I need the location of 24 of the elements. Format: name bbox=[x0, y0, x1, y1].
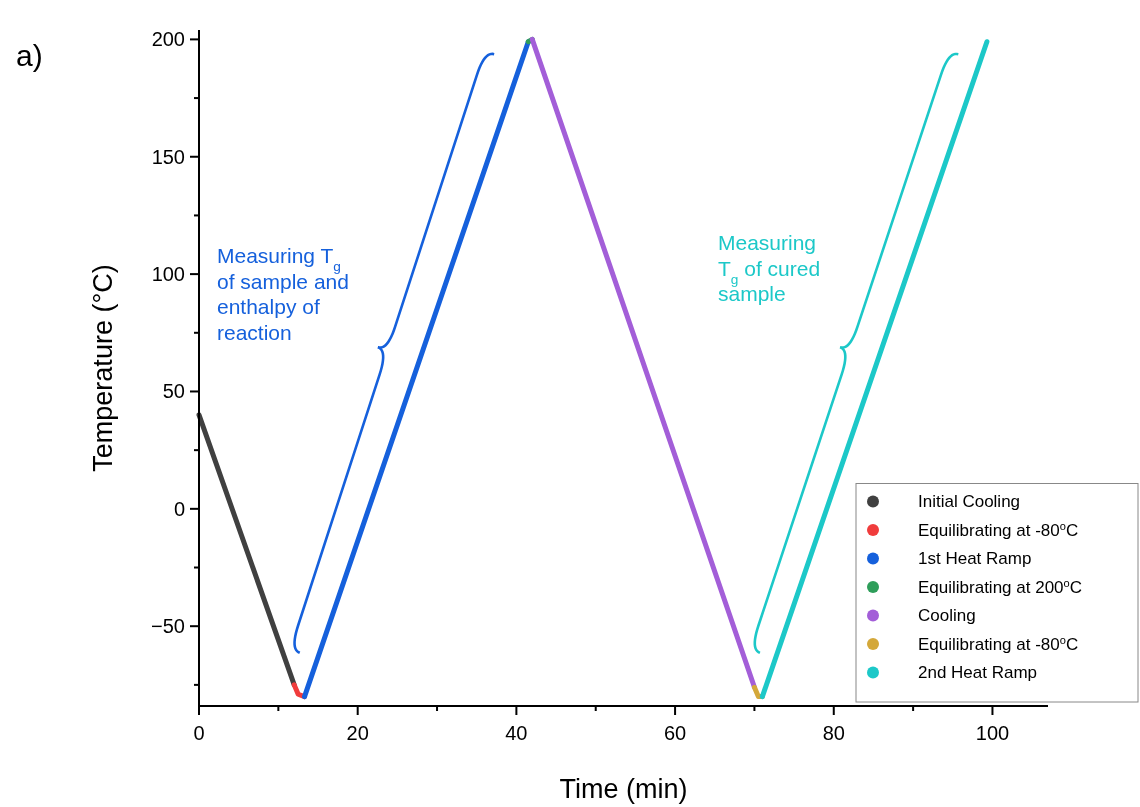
y-tick-label: −50 bbox=[151, 615, 185, 638]
legend-label: Equilibrating at 200$^{o}$C bbox=[918, 576, 1082, 597]
annotation: Measuring T$_{g}$ of cured sample bbox=[718, 231, 821, 306]
x-tick-label: 80 bbox=[822, 722, 845, 744]
x-tick-label: 20 bbox=[346, 722, 369, 744]
x-tick-label: 0 bbox=[193, 722, 205, 744]
legend-label: Equilibrating at -80$^{o}$C bbox=[918, 633, 1079, 654]
y-tick-label: 150 bbox=[151, 145, 185, 168]
annotation: Measuring T$_{g}$ of sample and enthalpy of reaction bbox=[217, 244, 349, 344]
legend-label: 1st Heat Ramp bbox=[918, 549, 1032, 569]
legend-label: Equilibrating at -80$^{o}$C bbox=[918, 519, 1079, 540]
legend-label: Initial Cooling bbox=[918, 492, 1021, 512]
y-tick-label: 200 bbox=[151, 28, 185, 51]
x-axis-title: Time (min) bbox=[559, 774, 688, 804]
y-tick-label: 100 bbox=[151, 263, 185, 286]
text: a) bbox=[16, 39, 43, 72]
legend-label: Cooling bbox=[918, 606, 976, 626]
x-tick-label: 40 bbox=[505, 722, 528, 744]
y-axis-title: Temperature (°C) bbox=[88, 264, 118, 472]
legend-label: 2nd Heat Ramp bbox=[918, 663, 1038, 683]
y-tick-label: 0 bbox=[173, 497, 185, 520]
x-tick-label: 100 bbox=[975, 722, 1010, 744]
x-tick-label: 60 bbox=[663, 722, 687, 744]
y-tick-label: 50 bbox=[162, 380, 185, 403]
